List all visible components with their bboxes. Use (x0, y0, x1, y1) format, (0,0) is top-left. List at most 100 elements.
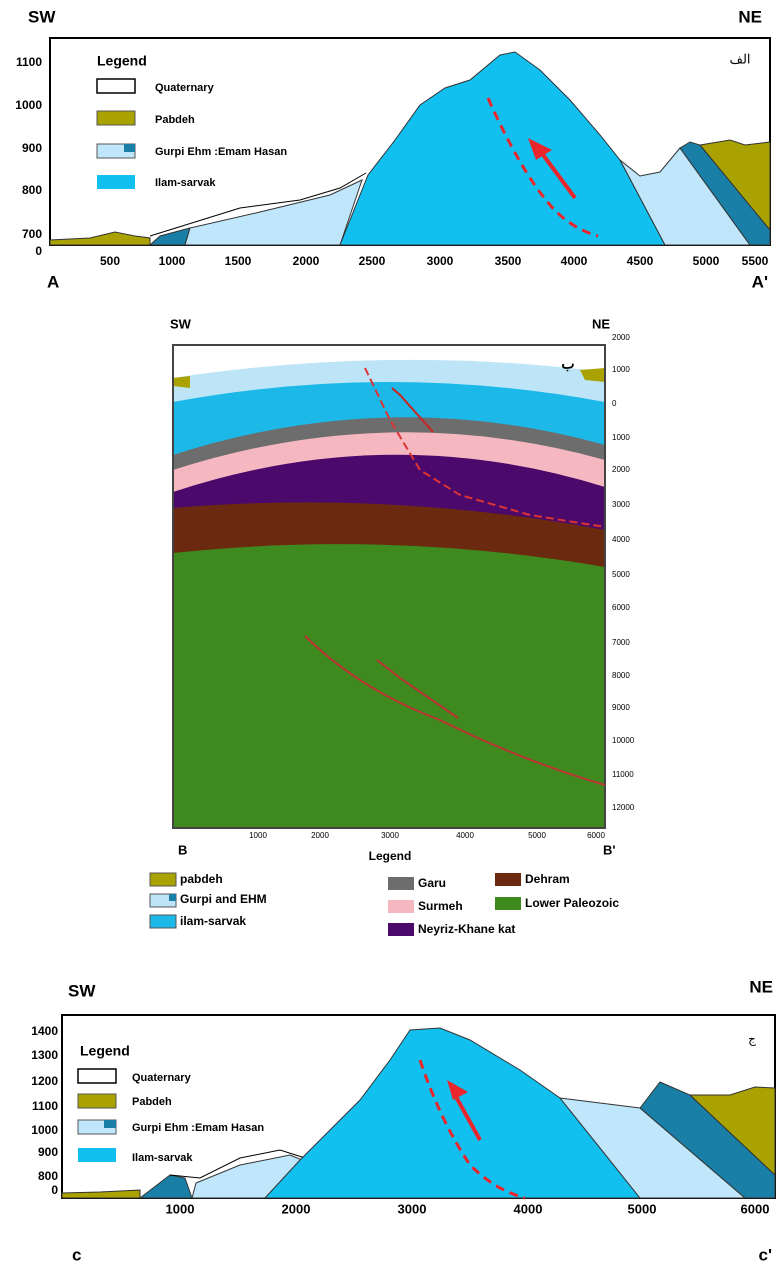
x-tick-label: 4500 (627, 254, 654, 268)
y-tick-label: 6000 (612, 603, 630, 612)
section-end-label: c (72, 1245, 81, 1264)
x-tick-label: 5000 (693, 254, 720, 268)
direction-label: SW (68, 981, 96, 1000)
legend-label: Pabdeh (155, 114, 195, 126)
section-b (150, 345, 605, 936)
y-tick-label: 1400 (31, 1024, 58, 1038)
legend-label: ilam-sarvak (180, 914, 246, 928)
legend-label: Garu (418, 876, 446, 890)
legend-swatch (150, 873, 176, 886)
legend-swatch (97, 111, 135, 125)
lower-paleozoic (173, 544, 605, 828)
legend-label: Gurpi Ehm :Emam Hasan (155, 146, 287, 158)
legend-label: Lower Paleozoic (525, 896, 619, 910)
x-tick-label: 3000 (398, 1201, 427, 1216)
x-tick-label: 2000 (311, 831, 329, 840)
x-tick-label: 4000 (456, 831, 474, 840)
legend-swatch (97, 175, 135, 189)
section-end-label: A (47, 272, 59, 291)
figure: الفSWNEAA'110010009008007000500100015002… (0, 0, 781, 1265)
direction-label: SW (28, 7, 56, 26)
legend-title: Legend (97, 53, 147, 69)
x-tick-label: 3000 (427, 254, 454, 268)
legend-swatch (104, 1120, 116, 1128)
y-tick-label: 1000 (612, 365, 630, 374)
y-tick-label: 2000 (612, 465, 630, 474)
section-end-label: B (178, 842, 187, 857)
legend-label: Pabdeh (132, 1096, 172, 1108)
section-end-label: c' (759, 1245, 773, 1264)
x-tick-label: 1000 (166, 1201, 195, 1216)
x-tick-label: 4000 (561, 254, 588, 268)
legend-swatch (78, 1069, 116, 1083)
direction-label: NE (738, 7, 762, 26)
y-tick-label: 5000 (612, 570, 630, 579)
section-label: ب (561, 356, 574, 372)
legend-label: Ilam-sarvak (132, 1152, 193, 1164)
y-tick-label: 1100 (16, 55, 42, 69)
legend-swatch (124, 144, 135, 152)
y-tick-label: 2000 (612, 333, 630, 342)
section-a (50, 38, 770, 245)
section-end-label: A' (752, 272, 768, 291)
legend-title: Legend (80, 1043, 130, 1059)
x-tick-label: 3500 (495, 254, 522, 268)
y-tick-label: 3000 (612, 500, 630, 509)
legend-swatch (388, 923, 414, 936)
x-tick-label: 5500 (742, 254, 769, 268)
y-tick-label: 800 (38, 1169, 58, 1183)
legend-swatch (78, 1094, 116, 1108)
legend-label: Quaternary (132, 1072, 192, 1084)
legend-title: Legend (369, 849, 412, 863)
section-end-label: B' (603, 842, 615, 857)
y-tick-label: 0 (35, 244, 42, 258)
y-tick-label: 1000 (31, 1123, 58, 1137)
y-tick-label: 1000 (612, 433, 630, 442)
section-label: ج (748, 1032, 756, 1046)
direction-label: NE (749, 977, 773, 996)
legend-swatch (388, 900, 414, 913)
x-tick-label: 1000 (249, 831, 267, 840)
x-tick-label: 1500 (225, 254, 252, 268)
y-tick-label: 700 (22, 227, 42, 241)
x-tick-label: 6000 (587, 831, 605, 840)
y-tick-label: 7000 (612, 638, 630, 647)
y-tick-label: 1000 (15, 98, 42, 112)
y-tick-label: 8000 (612, 671, 630, 680)
legend-swatch (495, 897, 521, 910)
legend-label: Gurpi Ehm :Emam Hasan (132, 1122, 264, 1134)
legend-swatch (150, 915, 176, 928)
legend-label: Gurpi and EHM (180, 892, 267, 906)
x-tick-label: 4000 (514, 1201, 543, 1216)
y-tick-label: 0 (51, 1183, 58, 1197)
legend-swatch (169, 894, 176, 901)
y-tick-label: 1100 (32, 1099, 58, 1113)
x-tick-label: 2500 (359, 254, 386, 268)
y-tick-label: 4000 (612, 535, 630, 544)
legend-label: Neyriz-Khane kat (418, 922, 515, 936)
legend-label: Dehram (525, 872, 570, 886)
y-tick-label: 12000 (612, 803, 635, 812)
legend-swatch (388, 877, 414, 890)
y-tick-label: 9000 (612, 703, 630, 712)
y-tick-label: 900 (38, 1145, 58, 1159)
y-tick-label: 10000 (612, 736, 635, 745)
x-tick-label: 5000 (628, 1201, 657, 1216)
x-tick-label: 1000 (159, 254, 186, 268)
section-label: الف (729, 51, 750, 66)
legend-label: Quaternary (155, 82, 215, 94)
x-tick-label: 6000 (741, 1201, 770, 1216)
x-tick-label: 2000 (293, 254, 320, 268)
direction-label: SW (170, 316, 192, 331)
legend-label: Surmeh (418, 899, 463, 913)
x-tick-label: 500 (100, 254, 120, 268)
legend-label: pabdeh (180, 872, 223, 886)
legend-swatch (78, 1148, 116, 1162)
y-tick-label: 0 (612, 399, 617, 408)
y-tick-label: 11000 (612, 770, 634, 779)
direction-label: NE (592, 316, 610, 331)
x-tick-label: 3000 (381, 831, 399, 840)
y-tick-label: 1300 (31, 1048, 58, 1062)
y-tick-label: 900 (22, 141, 42, 155)
pabdeh (173, 376, 190, 388)
